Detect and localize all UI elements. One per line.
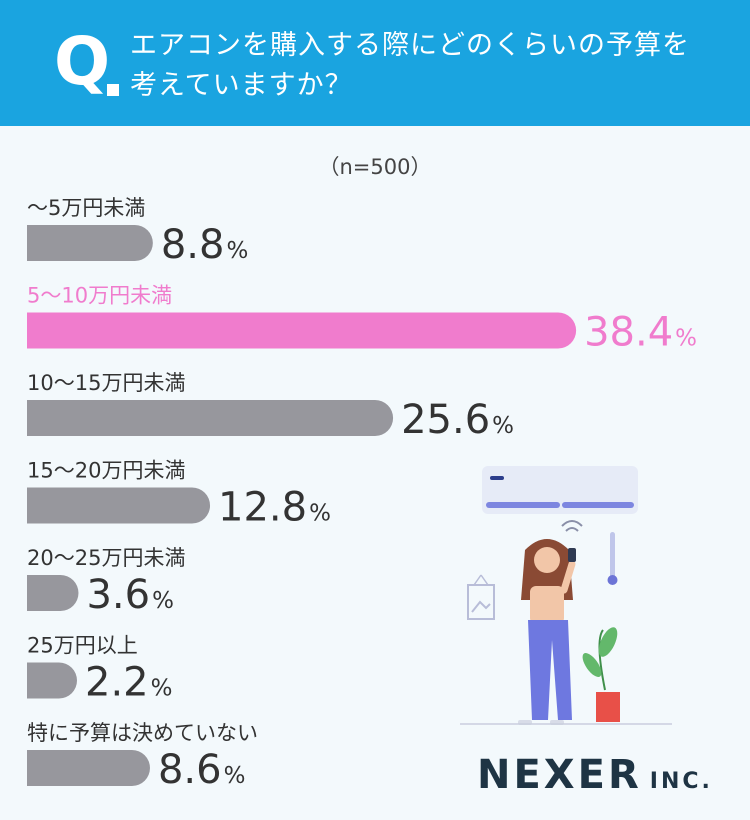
question-mark: Q bbox=[54, 23, 111, 100]
bar bbox=[27, 750, 150, 786]
bar bbox=[27, 400, 394, 436]
value-label: 3.6% bbox=[86, 572, 173, 618]
question-line-1: エアコンを購入する際にどのくらいの予算を bbox=[130, 30, 690, 61]
thermometer-icon bbox=[610, 532, 615, 578]
question-text: エアコンを購入する際にどのくらいの予算を 考えていますか？ bbox=[130, 26, 730, 106]
value-label: 8.8% bbox=[161, 222, 248, 268]
question-line-2: 考えていますか？ bbox=[130, 70, 353, 101]
question-mark-dot bbox=[107, 84, 119, 96]
category-label: 20〜25万円未満 bbox=[27, 546, 185, 570]
value-label: 8.6% bbox=[158, 747, 245, 793]
sample-size: （n=500） bbox=[318, 155, 432, 179]
woman-with-aircon-illustration bbox=[460, 466, 672, 725]
category-label: 15〜20万円未満 bbox=[27, 459, 185, 483]
logo-main-text: NEXER bbox=[477, 752, 642, 798]
bar bbox=[27, 312, 577, 349]
company-logo: NEXER INC. bbox=[477, 752, 713, 798]
logo-sub-text: INC. bbox=[649, 769, 713, 794]
value-label: 2.2% bbox=[85, 660, 172, 706]
value-label: 38.4% bbox=[584, 310, 697, 356]
bar bbox=[27, 225, 153, 261]
plant-icon bbox=[598, 627, 618, 657]
value-label: 12.8% bbox=[218, 485, 331, 531]
value-label: 25.6% bbox=[401, 397, 514, 443]
category-label: 25万円以上 bbox=[27, 634, 138, 658]
question-header: Q エアコンを購入する際にどのくらいの予算を 考えていますか？ bbox=[0, 0, 750, 126]
category-label: 5〜10万円未満 bbox=[27, 284, 172, 308]
category-label: 10〜15万円未満 bbox=[27, 371, 185, 395]
bar bbox=[27, 662, 77, 699]
category-label: 〜5万円未満 bbox=[27, 196, 145, 220]
bar bbox=[27, 575, 79, 611]
category-label: 特に予算は決めていない bbox=[27, 721, 258, 745]
bar bbox=[27, 487, 211, 524]
picture-frame-icon bbox=[467, 584, 495, 620]
